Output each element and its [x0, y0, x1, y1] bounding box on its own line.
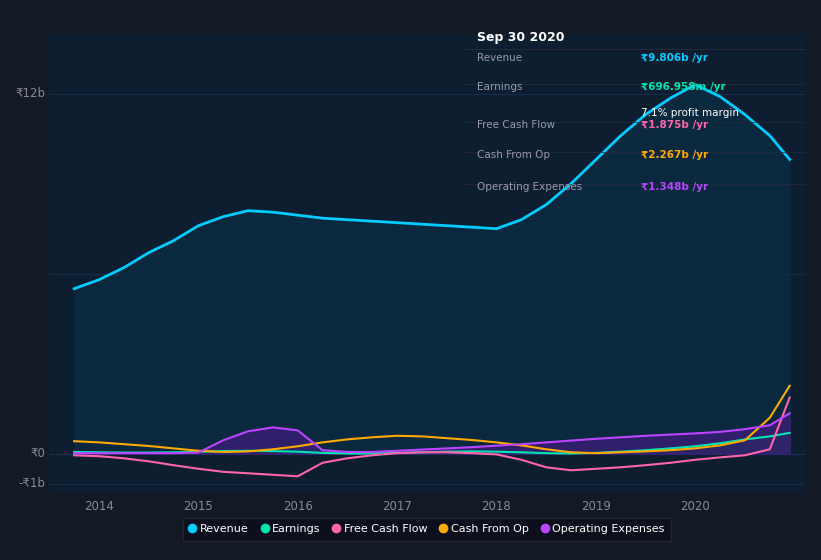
Text: ₹9.806b /yr: ₹9.806b /yr [641, 53, 708, 63]
Text: ₹12b: ₹12b [16, 87, 45, 100]
Text: 7.1% profit margin: 7.1% profit margin [641, 108, 739, 118]
Text: Operating Expenses: Operating Expenses [478, 182, 583, 192]
Text: Free Cash Flow: Free Cash Flow [478, 120, 556, 130]
Text: Revenue: Revenue [478, 53, 523, 63]
Text: Earnings: Earnings [478, 82, 523, 92]
Text: ₹2.267b /yr: ₹2.267b /yr [641, 150, 709, 160]
Text: Cash From Op: Cash From Op [478, 150, 551, 160]
Text: ₹1.875b /yr: ₹1.875b /yr [641, 120, 709, 130]
Text: Sep 30 2020: Sep 30 2020 [478, 31, 565, 44]
Legend: Revenue, Earnings, Free Cash Flow, Cash From Op, Operating Expenses: Revenue, Earnings, Free Cash Flow, Cash … [183, 517, 671, 541]
Text: -₹1b: -₹1b [19, 477, 45, 491]
Text: ₹696.958m /yr: ₹696.958m /yr [641, 82, 726, 92]
Text: ₹0: ₹0 [30, 447, 45, 460]
Text: ₹1.348b /yr: ₹1.348b /yr [641, 182, 709, 192]
